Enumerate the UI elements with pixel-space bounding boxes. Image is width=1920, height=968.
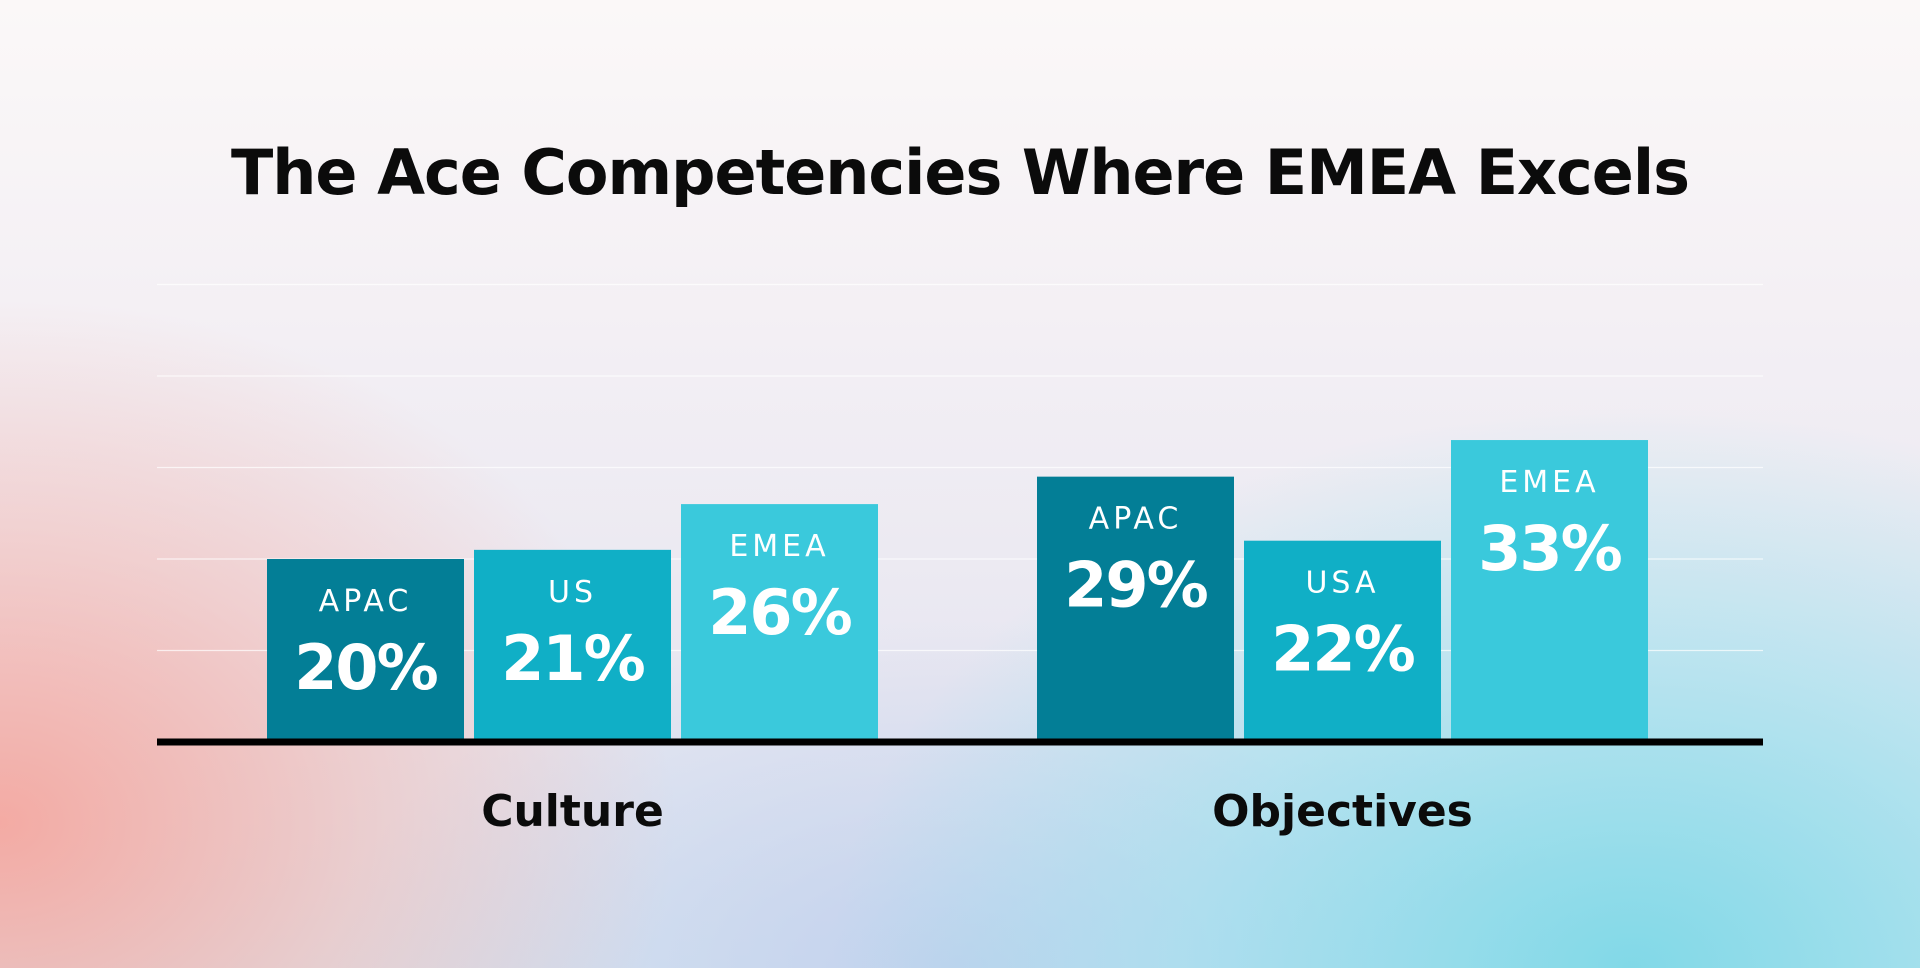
bar-value-label: 26% bbox=[708, 576, 851, 649]
bar-group-culture-us: US 21% bbox=[474, 549, 671, 742]
chart-title: The Ace Competencies Where EMEA Excels bbox=[231, 136, 1690, 209]
bar-value-label: 29% bbox=[1064, 549, 1207, 622]
bar-series-label: US bbox=[548, 575, 597, 610]
bar bbox=[681, 504, 878, 742]
bar-group-objectives-emea: EMEA 33% bbox=[1451, 440, 1648, 742]
bar-group-objectives-usa: USA 22% bbox=[1244, 540, 1441, 742]
bar bbox=[1451, 440, 1648, 742]
bar-series-label: APAC bbox=[1089, 502, 1183, 537]
bar-value-label: 20% bbox=[294, 631, 437, 704]
category-label-objectives: Objectives bbox=[1212, 786, 1473, 837]
bar-series-label: EMEA bbox=[729, 529, 829, 564]
bar bbox=[1037, 476, 1234, 742]
bar bbox=[267, 559, 464, 742]
bar-value-label: 22% bbox=[1271, 613, 1414, 686]
bar-series-label: EMEA bbox=[1499, 465, 1599, 500]
bar-value-label: 33% bbox=[1478, 512, 1621, 585]
category-labels: Culture Objectives bbox=[481, 786, 1473, 837]
bar-group-culture-apac: APAC 20% bbox=[267, 559, 464, 742]
bar-group-objectives-apac: APAC 29% bbox=[1037, 476, 1234, 742]
bar-value-label: 21% bbox=[501, 622, 644, 695]
bar-series-label: USA bbox=[1305, 566, 1379, 601]
bar bbox=[474, 549, 671, 742]
bars: APAC 20% US 21% EMEA 26% APAC 29% USA 22% EMEA 33% bbox=[267, 440, 1648, 742]
bar-series-label: APAC bbox=[319, 584, 413, 619]
bar bbox=[1244, 540, 1441, 742]
category-label-culture: Culture bbox=[481, 786, 664, 837]
bar-group-culture-emea: EMEA 26% bbox=[681, 504, 878, 742]
